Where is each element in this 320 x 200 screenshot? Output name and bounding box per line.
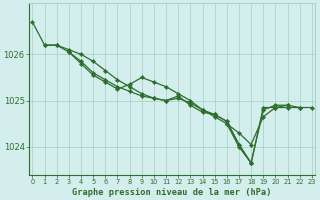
X-axis label: Graphe pression niveau de la mer (hPa): Graphe pression niveau de la mer (hPa) (72, 188, 272, 197)
